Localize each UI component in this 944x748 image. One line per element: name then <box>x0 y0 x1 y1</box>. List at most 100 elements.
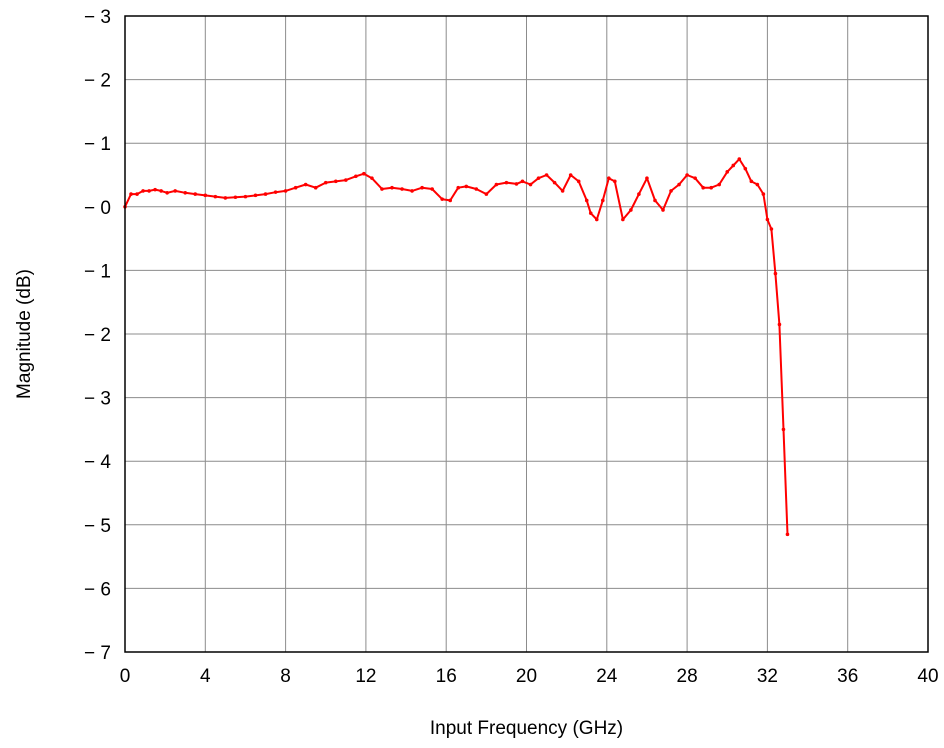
data-point <box>755 182 760 187</box>
data-point <box>594 217 599 222</box>
data-point <box>440 197 444 201</box>
data-point <box>765 217 770 222</box>
data-point <box>737 157 742 161</box>
data-point <box>293 185 298 190</box>
data-point <box>283 189 288 193</box>
data-point <box>514 182 519 186</box>
data-point <box>273 190 278 194</box>
data-point <box>370 176 374 180</box>
data-point <box>520 179 525 184</box>
data-point <box>448 198 453 203</box>
data-point <box>717 182 722 187</box>
data-point <box>629 208 633 212</box>
series-layer <box>123 157 790 537</box>
data-point <box>701 185 705 190</box>
series-line <box>124 158 789 535</box>
data-point <box>653 198 657 203</box>
data-point <box>709 185 713 190</box>
data-point <box>333 179 338 184</box>
data-point <box>464 184 469 189</box>
data-point <box>165 191 169 195</box>
data-point <box>362 171 366 176</box>
data-point <box>544 173 549 177</box>
data-point <box>193 192 198 196</box>
data-point <box>129 192 133 196</box>
x-tick-label: 36 <box>837 666 858 687</box>
data-point <box>390 185 394 190</box>
data-point <box>263 192 268 196</box>
y-tick-label: − 1 <box>84 134 111 155</box>
x-tick-label: 16 <box>436 666 457 687</box>
x-tick-label: 24 <box>596 666 618 687</box>
y-tick-label: − 3 <box>84 389 111 410</box>
data-point <box>584 198 589 203</box>
data-point <box>420 185 424 190</box>
data-point <box>430 187 434 191</box>
data-point <box>243 194 248 199</box>
data-point <box>749 179 754 184</box>
y-tick-label: − 6 <box>84 579 111 600</box>
data-point <box>456 185 461 190</box>
data-point <box>568 173 573 177</box>
y-tick-label: − 3 <box>84 7 111 28</box>
y-tick-label: − 2 <box>84 325 111 346</box>
data-point <box>313 185 318 190</box>
data-point <box>474 187 479 191</box>
data-point <box>504 180 509 185</box>
x-tick-label: 20 <box>516 666 537 687</box>
data-point <box>173 189 177 193</box>
x-tick-label: 40 <box>917 666 938 687</box>
y-tick-label: − 4 <box>84 452 111 473</box>
data-point <box>380 187 384 191</box>
data-point <box>223 196 228 200</box>
x-tick-label: 0 <box>120 666 131 687</box>
data-point <box>677 182 681 187</box>
y-tick-label: − 5 <box>84 516 111 537</box>
data-point <box>731 163 736 168</box>
y-tick-label: − 7 <box>84 643 111 664</box>
data-point <box>400 187 404 191</box>
data-point <box>253 193 258 198</box>
data-point <box>761 192 766 196</box>
x-tick-label: 32 <box>757 666 778 687</box>
x-tick-labels: 0 4 8 12 16 20 24 28 32 36 40 <box>120 666 939 687</box>
data-point <box>613 179 617 184</box>
data-point <box>725 170 730 174</box>
data-point <box>621 217 625 222</box>
data-point <box>323 180 328 185</box>
data-point <box>213 194 218 199</box>
data-point <box>743 166 748 171</box>
data-point <box>661 208 665 212</box>
data-point <box>637 192 641 196</box>
data-point <box>203 193 208 198</box>
data-point <box>536 176 541 180</box>
data-point <box>159 189 163 193</box>
data-point <box>645 176 649 180</box>
data-point <box>233 195 238 200</box>
data-point <box>494 182 499 187</box>
data-point <box>484 192 489 196</box>
data-point <box>607 176 611 180</box>
data-point <box>576 179 581 184</box>
y-tick-label: − 2 <box>84 71 111 92</box>
data-point <box>785 532 790 537</box>
x-tick-label: 8 <box>280 666 291 687</box>
data-point <box>147 189 151 193</box>
data-point <box>344 178 348 182</box>
data-point <box>777 322 782 327</box>
data-point <box>552 180 557 185</box>
x-tick-label: 12 <box>355 666 376 687</box>
data-point <box>588 211 593 215</box>
data-point <box>183 191 188 195</box>
plot-frame <box>124 15 929 653</box>
data-point <box>669 189 673 193</box>
grid-lines <box>124 15 929 653</box>
data-point <box>693 176 697 180</box>
y-tick-label: − 0 <box>84 198 111 219</box>
data-point <box>781 427 786 432</box>
data-point <box>354 174 358 179</box>
data-point <box>685 173 689 177</box>
data-point <box>410 189 414 193</box>
